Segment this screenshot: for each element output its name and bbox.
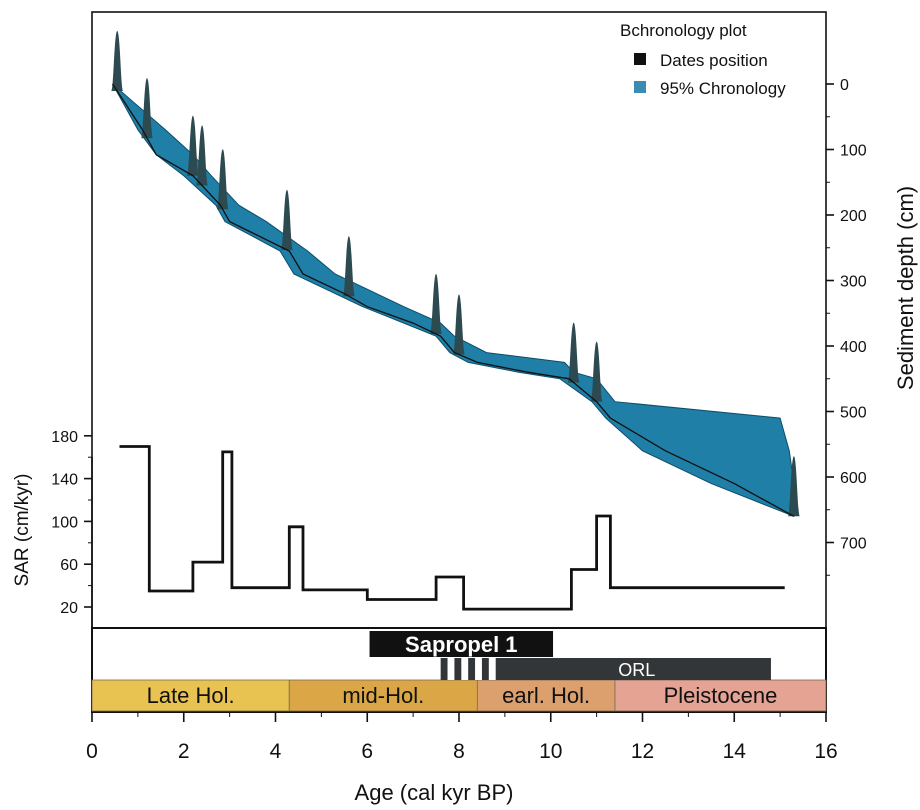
- x-tick-label-0: 0: [86, 740, 98, 763]
- x-tick-label-6: 6: [361, 740, 373, 763]
- sar-step-line: [119, 445, 785, 611]
- x-tick-label-2: 2: [178, 740, 190, 763]
- orl-stripe: [461, 658, 469, 680]
- x-tick-label-16: 16: [814, 740, 837, 763]
- depth-tick-label-0: 0: [840, 77, 849, 94]
- units-layer: Late Hol. mid-Hol. earl. Hol. Pleistocene: [91, 679, 827, 712]
- sapropel-bar: [369, 631, 554, 657]
- unit-label-0: Late Hol.: [147, 683, 235, 708]
- legend-entry-dates: Dates position: [660, 51, 768, 70]
- x-tick-label-10: 10: [539, 740, 562, 763]
- date-position-2: [186, 115, 199, 176]
- sapropel-label: Sapropel 1: [405, 632, 517, 657]
- sar-tick-label-20: 20: [60, 600, 78, 617]
- date-position-1: [141, 78, 154, 139]
- x-tick-label-8: 8: [453, 740, 465, 763]
- unit-0: [91, 679, 290, 712]
- sar-tick-label-60: 60: [60, 557, 78, 574]
- legend-swatch-dates: [634, 53, 646, 65]
- depth-tick-label-700: 700: [840, 536, 867, 553]
- unit-label-3: Pleistocene: [664, 683, 778, 708]
- sar-layer: [119, 445, 785, 611]
- median-layer: [112, 83, 795, 517]
- sar-tick-label-140: 140: [51, 472, 78, 489]
- date-position-0: [111, 31, 124, 92]
- orl-stripe: [447, 658, 455, 680]
- x-axis-label: Age (cal kyr BP): [355, 780, 514, 805]
- date-position-3: [196, 125, 209, 186]
- depth-axis-label: Sediment depth (cm): [893, 186, 918, 390]
- sar-tick-label-100: 100: [51, 514, 78, 531]
- date-position-4: [216, 149, 229, 210]
- date-position-7: [430, 273, 443, 334]
- x-tick-label-4: 4: [270, 740, 282, 763]
- orl-bar: [440, 658, 771, 680]
- legend-entry-chronology: 95% Chronology: [660, 79, 786, 98]
- chronology-layer: [112, 83, 795, 518]
- depth-tick-label-300: 300: [840, 274, 867, 291]
- dates-layer: [111, 31, 800, 517]
- depth-tick-label-500: 500: [840, 405, 867, 422]
- sar-axis: 20 60 100 140 180: [51, 429, 92, 617]
- date-position-8: [453, 294, 465, 355]
- unit-label-2: earl. Hol.: [502, 683, 590, 708]
- date-position-9: [567, 322, 580, 383]
- depth-axis: 0 100 200 300 400 500 600 700: [826, 77, 867, 576]
- date-position-6: [342, 236, 355, 297]
- x-axis: 0 2 4 6 8 10 12 14 16: [86, 712, 838, 763]
- depth-tick-label-400: 400: [840, 339, 867, 356]
- depth-tick-label-600: 600: [840, 470, 867, 487]
- chronology-95-band: [112, 83, 795, 518]
- depth-tick-label-200: 200: [840, 208, 867, 225]
- unit-3: [614, 679, 827, 712]
- orl-stripe: [475, 658, 482, 680]
- orl-layer: ORL: [440, 658, 771, 680]
- depth-tick-label-100: 100: [840, 143, 867, 160]
- date-position-11: [787, 456, 800, 517]
- unit-2: [476, 679, 616, 712]
- sar-axis-label: SAR (cm/kyr): [12, 474, 33, 587]
- x-tick-label-12: 12: [631, 740, 654, 763]
- legend: Bchronology plot Dates position 95% Chro…: [620, 21, 786, 98]
- age-depth-median-line: [112, 83, 795, 517]
- unit-label-1: mid-Hol.: [342, 683, 424, 708]
- orl-label: ORL: [618, 660, 655, 680]
- sapropel-layer: Sapropel 1: [369, 631, 554, 657]
- legend-title: Bchronology plot: [620, 21, 747, 40]
- orl-stripe: [488, 658, 496, 680]
- x-tick-label-14: 14: [723, 740, 747, 763]
- sar-tick-label-180: 180: [51, 429, 78, 446]
- date-position-10: [590, 341, 603, 402]
- date-position-5: [280, 189, 293, 250]
- legend-swatch-chronology: [634, 81, 646, 93]
